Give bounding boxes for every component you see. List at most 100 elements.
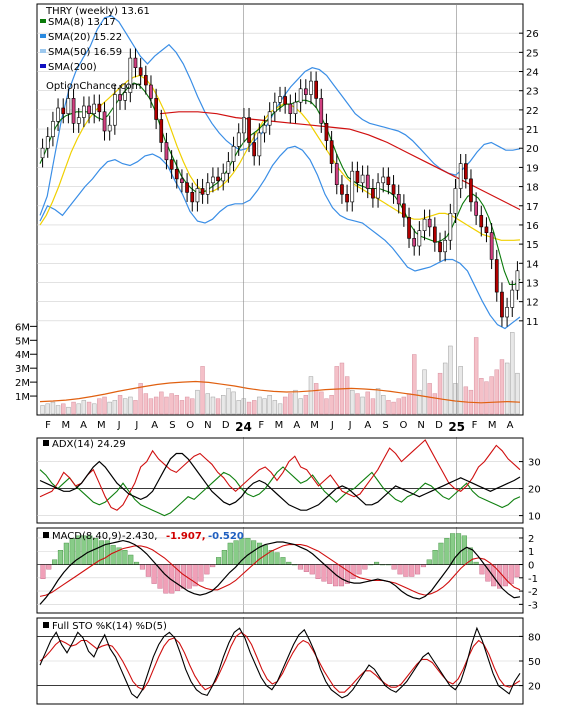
macd-histogram-bar bbox=[221, 550, 227, 565]
panel-y-tick-label: 50 bbox=[528, 657, 541, 668]
candle-body bbox=[298, 88, 303, 103]
candle-body bbox=[463, 163, 468, 180]
volume-bar bbox=[396, 398, 401, 415]
macd-hist-value: -0.520 bbox=[208, 531, 244, 542]
volume-bar bbox=[324, 398, 329, 415]
volume-bar bbox=[107, 401, 112, 415]
volume-bar bbox=[252, 400, 257, 415]
candle-body bbox=[169, 159, 174, 170]
macd-histogram-bar bbox=[508, 564, 514, 584]
candle-body bbox=[159, 119, 164, 143]
volume-bar bbox=[179, 400, 185, 415]
volume-bar bbox=[164, 396, 169, 415]
adx-legend-swatch bbox=[43, 440, 49, 446]
x-axis-label: A bbox=[293, 420, 300, 431]
volume-bar bbox=[226, 388, 231, 415]
macd-histogram-bar bbox=[426, 559, 432, 565]
x-axis-label: 24 bbox=[235, 420, 252, 434]
volume-bar bbox=[412, 354, 417, 415]
volume-bar bbox=[293, 389, 298, 415]
volume-bar bbox=[61, 403, 66, 415]
volume-bar bbox=[282, 396, 288, 415]
legend-label: SMA(200) bbox=[48, 62, 97, 73]
candle-body bbox=[484, 226, 489, 233]
x-axis-label: M bbox=[61, 420, 70, 431]
volume-bar bbox=[236, 400, 241, 415]
x-axis-label: N bbox=[417, 420, 424, 431]
macd-histogram-bar bbox=[139, 564, 146, 570]
volume-bar bbox=[510, 332, 515, 415]
macd-label: MACD(8,40,9) bbox=[52, 531, 122, 542]
price-y-tick-label: 13 bbox=[526, 278, 539, 289]
volume-bar bbox=[122, 398, 128, 415]
price-y-tick-label: 23 bbox=[526, 87, 539, 98]
macd-signal-value: -1.907, bbox=[166, 531, 206, 542]
candle-body bbox=[314, 80, 319, 99]
panel-y-tick-label: 30 bbox=[528, 458, 541, 469]
macd-histogram-bar bbox=[163, 564, 169, 594]
macd-histogram-bar bbox=[186, 564, 192, 589]
macd-histogram-bar bbox=[245, 538, 251, 565]
minus-di-line bbox=[39, 466, 521, 517]
volume-bar bbox=[195, 389, 200, 415]
x-axis-label: M bbox=[275, 420, 284, 431]
stoch-d-line bbox=[39, 631, 521, 693]
candle-body bbox=[40, 147, 45, 159]
x-axis-label: S bbox=[382, 420, 388, 431]
panel-y-tick-label: -2 bbox=[528, 587, 538, 598]
volume-bar bbox=[355, 393, 360, 415]
volume-bar bbox=[200, 366, 205, 415]
legend-swatch bbox=[40, 64, 46, 68]
panel-y-tick-label: 2 bbox=[528, 534, 534, 545]
price-candles bbox=[40, 48, 520, 327]
volume-bar bbox=[288, 393, 293, 415]
panel-y-tick-label: 1 bbox=[528, 547, 534, 558]
candle-body bbox=[144, 75, 148, 86]
macd-histogram-bar bbox=[215, 557, 222, 565]
candle-body bbox=[505, 307, 509, 318]
macd-histogram-bar bbox=[350, 564, 356, 580]
macd-histogram-bar bbox=[362, 564, 368, 570]
candle-body bbox=[401, 203, 406, 218]
volume-bar bbox=[184, 396, 190, 415]
macd-histogram-bar bbox=[321, 564, 327, 582]
price-y-tick-label: 24 bbox=[526, 68, 539, 79]
volume-bar bbox=[153, 396, 159, 415]
macd-histogram-bar bbox=[63, 542, 69, 565]
candle-body bbox=[293, 101, 298, 114]
volume-bar bbox=[159, 391, 164, 415]
macd-histogram-bar bbox=[40, 564, 46, 580]
candle-body bbox=[56, 107, 60, 122]
symbol-label: THRY (weekly) 13.61 bbox=[45, 6, 150, 17]
candle-body bbox=[180, 178, 184, 183]
macd-histogram-bar bbox=[391, 564, 397, 570]
candle-body bbox=[427, 218, 432, 228]
volume-bar bbox=[391, 401, 396, 415]
candle-body bbox=[334, 163, 339, 186]
volume-bar bbox=[417, 389, 422, 415]
volume-bar bbox=[515, 372, 520, 415]
macd-histogram-bar bbox=[479, 564, 485, 575]
candle-body bbox=[386, 176, 391, 185]
candle-body bbox=[71, 98, 76, 124]
candle-body bbox=[138, 67, 143, 76]
x-axis-label: D bbox=[222, 420, 230, 431]
volume-bar bbox=[504, 362, 510, 415]
volume-bar bbox=[386, 400, 391, 415]
volume-bar bbox=[360, 396, 365, 415]
macd-panel-frame bbox=[36, 527, 524, 614]
x-axis-label: M bbox=[97, 420, 106, 431]
price-y-tick-label: 21 bbox=[526, 125, 539, 136]
stoch-legend-swatch bbox=[43, 622, 49, 628]
candle-body bbox=[407, 217, 411, 239]
volume-bar bbox=[272, 400, 278, 415]
candle-body bbox=[458, 163, 463, 189]
volume-y-tick-label: 4M bbox=[15, 350, 30, 361]
candle-body bbox=[154, 98, 159, 120]
x-axis-label: A bbox=[364, 420, 371, 431]
price-gridlines bbox=[37, 32, 523, 322]
candle-body bbox=[272, 101, 277, 113]
price-y-tick-label: 15 bbox=[526, 240, 539, 251]
candle-body bbox=[448, 213, 453, 241]
candle-body bbox=[66, 98, 71, 115]
